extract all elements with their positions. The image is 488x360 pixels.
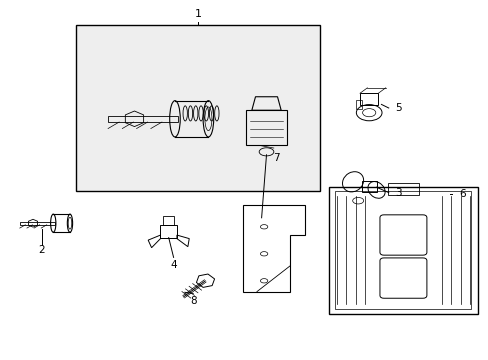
Bar <box>361 181 376 192</box>
Bar <box>108 116 178 122</box>
Bar <box>328 187 477 314</box>
Text: 4: 4 <box>170 260 177 270</box>
Bar <box>356 100 362 109</box>
Bar <box>163 216 174 225</box>
Text: 6: 6 <box>458 189 465 199</box>
Bar <box>335 192 470 309</box>
Text: 2: 2 <box>38 245 45 255</box>
Text: 8: 8 <box>189 296 196 306</box>
Text: 5: 5 <box>394 103 401 113</box>
Bar <box>359 93 378 105</box>
Bar <box>160 225 177 238</box>
Bar <box>76 25 320 191</box>
Text: 7: 7 <box>272 153 279 163</box>
Bar <box>20 221 55 225</box>
Bar <box>246 110 286 145</box>
Bar <box>387 183 418 195</box>
Text: 1: 1 <box>194 9 201 19</box>
Text: 3: 3 <box>394 188 401 198</box>
